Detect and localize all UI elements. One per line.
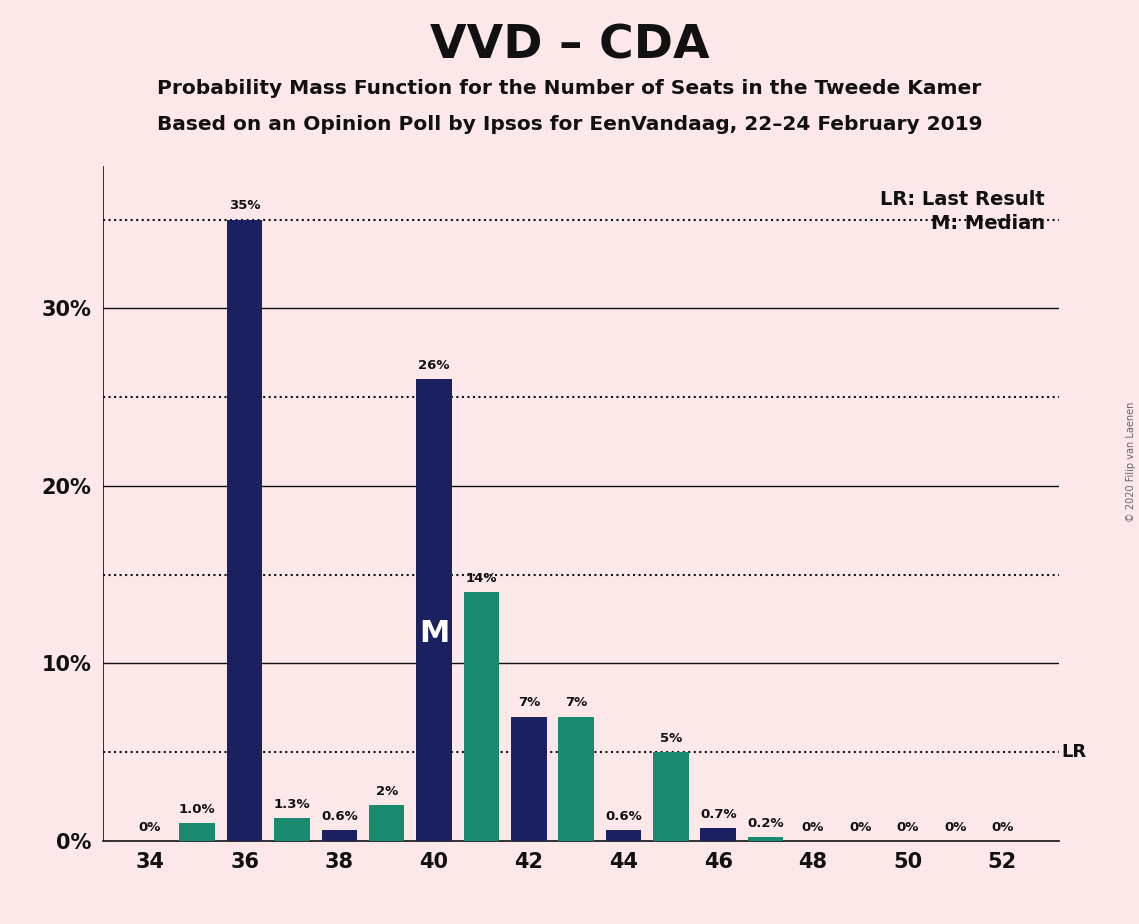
- Bar: [464, 592, 499, 841]
- Text: LR: Last Result: LR: Last Result: [880, 190, 1044, 209]
- Bar: [321, 830, 358, 841]
- Bar: [700, 829, 736, 841]
- Bar: [558, 717, 593, 841]
- Text: 0.6%: 0.6%: [605, 810, 642, 823]
- Text: LR: LR: [1062, 743, 1087, 761]
- Text: 1.3%: 1.3%: [273, 797, 310, 810]
- Text: 0.7%: 0.7%: [700, 808, 737, 821]
- Bar: [748, 837, 784, 841]
- Bar: [606, 830, 641, 841]
- Text: 0%: 0%: [944, 821, 966, 833]
- Text: 0%: 0%: [991, 821, 1014, 833]
- Text: © 2020 Filip van Laenen: © 2020 Filip van Laenen: [1126, 402, 1136, 522]
- Bar: [274, 818, 310, 841]
- Text: 1.0%: 1.0%: [179, 803, 215, 816]
- Bar: [180, 823, 215, 841]
- Text: Based on an Opinion Poll by Ipsos for EenVandaag, 22–24 February 2019: Based on an Opinion Poll by Ipsos for Ee…: [157, 116, 982, 135]
- Text: M: Median: M: Median: [931, 213, 1044, 233]
- Bar: [653, 752, 689, 841]
- Text: 14%: 14%: [466, 572, 498, 585]
- Text: 7%: 7%: [517, 697, 540, 710]
- Text: 0%: 0%: [139, 821, 161, 833]
- Text: 0%: 0%: [896, 821, 919, 833]
- Bar: [416, 380, 452, 841]
- Bar: [227, 220, 262, 841]
- Bar: [511, 717, 547, 841]
- Text: 2%: 2%: [376, 785, 398, 798]
- Text: 0%: 0%: [802, 821, 825, 833]
- Text: 0.2%: 0.2%: [747, 817, 784, 830]
- Text: 0.6%: 0.6%: [321, 810, 358, 823]
- Bar: [369, 806, 404, 841]
- Text: VVD – CDA: VVD – CDA: [429, 23, 710, 68]
- Text: 7%: 7%: [565, 697, 588, 710]
- Text: M: M: [419, 619, 449, 648]
- Text: 26%: 26%: [418, 359, 450, 372]
- Text: 0%: 0%: [850, 821, 871, 833]
- Text: Probability Mass Function for the Number of Seats in the Tweede Kamer: Probability Mass Function for the Number…: [157, 79, 982, 98]
- Text: 35%: 35%: [229, 200, 261, 213]
- Text: 5%: 5%: [659, 732, 682, 745]
